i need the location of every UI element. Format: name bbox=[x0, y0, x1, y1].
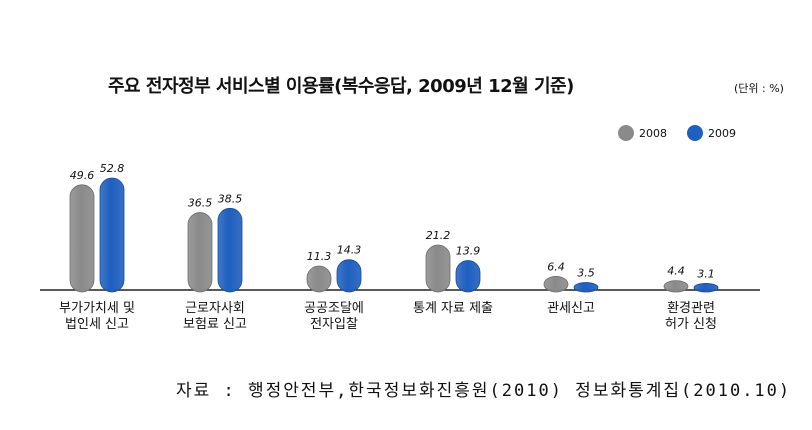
bar-2009-1 bbox=[217, 207, 243, 293]
category-label-4-0: 관세신고 bbox=[547, 301, 595, 316]
legend-swatch-2008 bbox=[618, 125, 634, 141]
bar-2008-5 bbox=[663, 280, 689, 293]
source-note: 자료 : 행정안전부,한국정보화진흥원(2010) 정보화통계집(2010.10… bbox=[176, 381, 792, 401]
bar-2009-3 bbox=[455, 260, 481, 293]
data-label-2009-1: 38.5 bbox=[218, 192, 243, 205]
data-label-2009-4: 3.5 bbox=[577, 267, 595, 280]
data-label-2009-5: 3.1 bbox=[697, 267, 715, 280]
legend-item-2008: 2008 bbox=[618, 125, 667, 141]
data-label-2009-3: 13.9 bbox=[456, 245, 481, 258]
legend-label-2009: 2009 bbox=[708, 126, 736, 140]
bar-2009-4 bbox=[573, 282, 599, 293]
data-label-2008-3: 21.2 bbox=[426, 229, 451, 242]
data-label-2008-4: 6.4 bbox=[547, 260, 565, 273]
data-label-2008-1: 36.5 bbox=[188, 197, 213, 210]
bar-2009-5 bbox=[693, 283, 719, 293]
bar-2008-2 bbox=[306, 265, 332, 293]
legend-label-2008: 2008 bbox=[639, 126, 667, 140]
legend-item-2009: 2009 bbox=[687, 125, 736, 141]
bar-2008-3 bbox=[425, 244, 451, 293]
data-label-2008-0: 49.6 bbox=[70, 169, 95, 182]
legend: 2008 2009 bbox=[618, 125, 756, 141]
bar-2009-0 bbox=[99, 177, 125, 293]
unit-label: (단위 : %) bbox=[734, 82, 784, 95]
bar-2008-4 bbox=[543, 276, 569, 293]
data-label-2008-5: 4.4 bbox=[667, 265, 685, 278]
category-label-1-1: 보험료 신고 bbox=[183, 317, 247, 332]
category-label-0-1: 법인세 신고 bbox=[65, 317, 129, 332]
category-label-2-1: 전자입찰 bbox=[310, 317, 358, 332]
category-label-5-1: 허가 신청 bbox=[665, 317, 717, 332]
legend-swatch-2009 bbox=[687, 125, 703, 141]
bar-2009-2 bbox=[336, 259, 362, 293]
data-label-2009-2: 14.3 bbox=[337, 244, 362, 257]
data-label-2009-0: 52.8 bbox=[100, 162, 125, 175]
category-label-2-0: 공공조달에 bbox=[304, 301, 364, 316]
category-label-1-0: 근로자사회 bbox=[185, 301, 245, 316]
bar-2008-0 bbox=[69, 184, 95, 293]
category-label-5-0: 환경관련 bbox=[667, 301, 715, 316]
bar-2008-1 bbox=[187, 212, 213, 293]
chart-title: 주요 전자정부 서비스별 이용률(복수응답, 2009년 12월 기준) bbox=[108, 76, 574, 97]
data-label-2008-2: 11.3 bbox=[307, 250, 332, 263]
category-label-3-0: 통계 자료 제출 bbox=[413, 301, 493, 316]
category-label-0-0: 부가가치세 및 bbox=[59, 301, 135, 316]
